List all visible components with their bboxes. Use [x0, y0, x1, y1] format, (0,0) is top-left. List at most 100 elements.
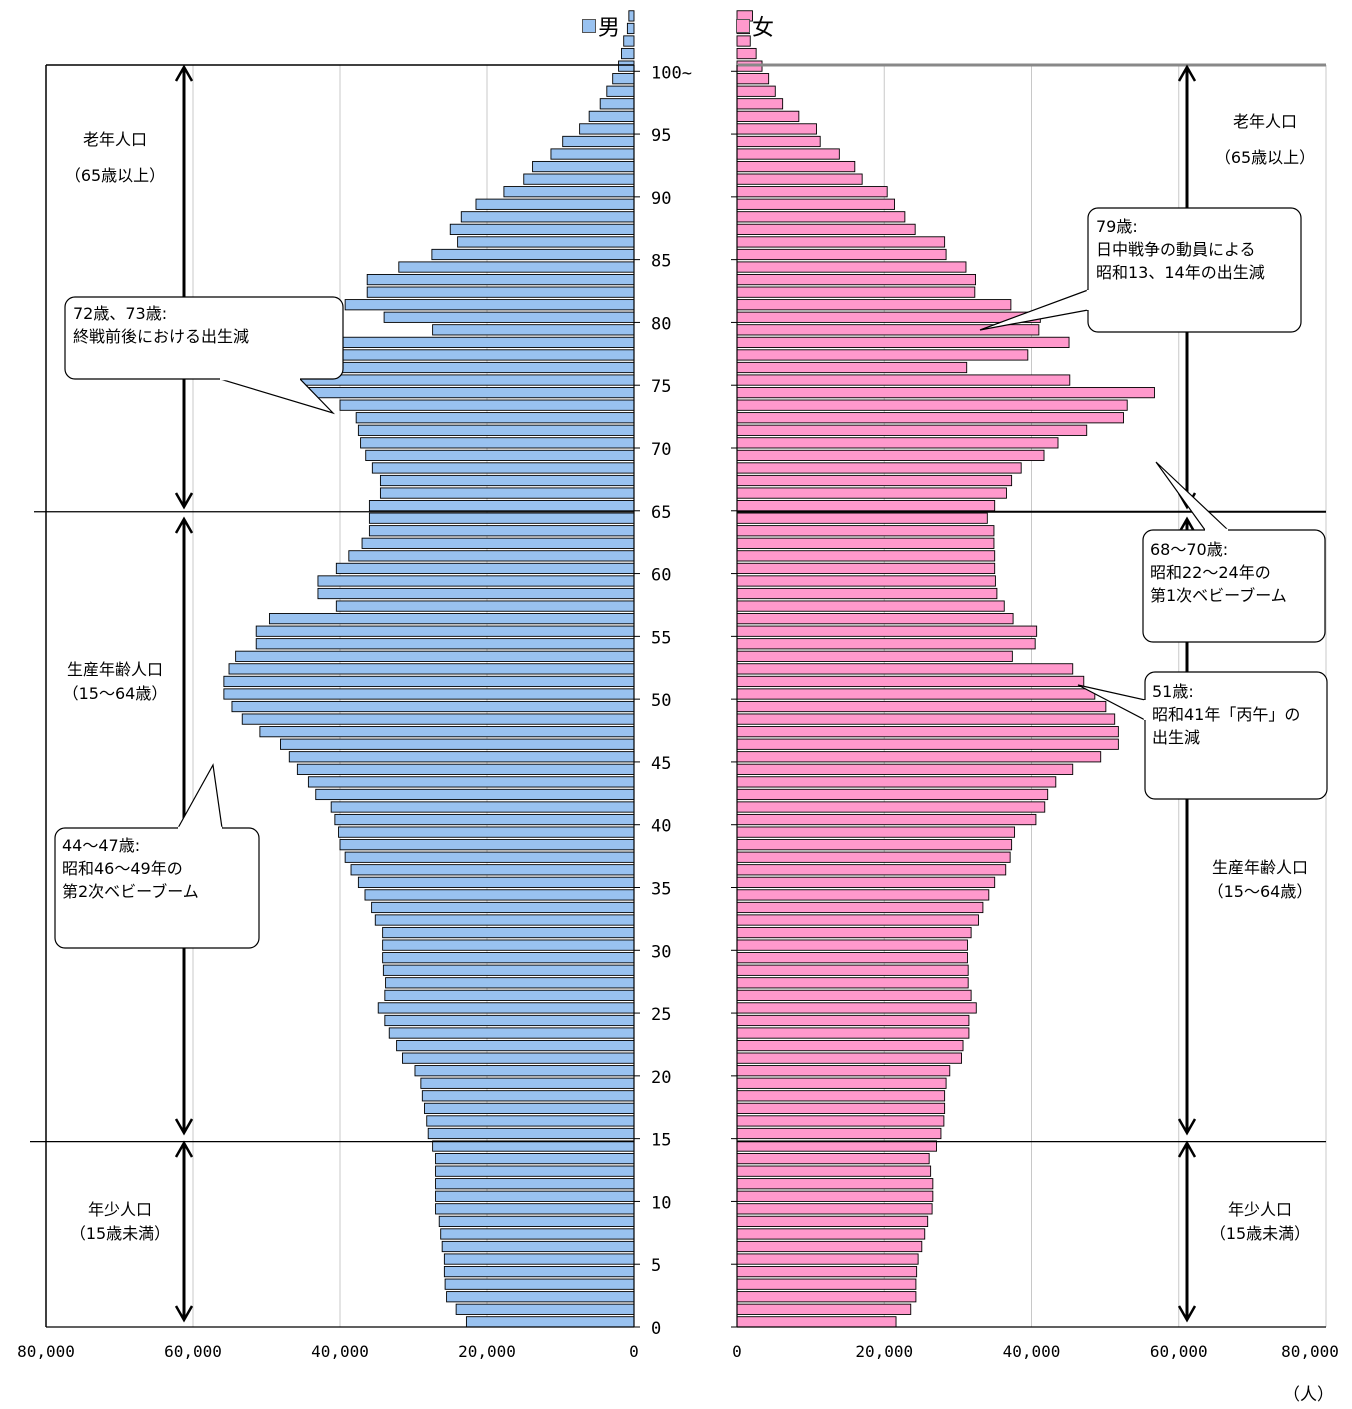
age-tick-label-75: 75	[651, 377, 671, 397]
female-bar-age-6	[736, 1240, 923, 1253]
age-tick-label-0: 0	[651, 1319, 661, 1339]
male-bar-age-0	[465, 1316, 635, 1328]
callout-79-tail	[979, 289, 1089, 331]
male-bar-age-78	[332, 336, 635, 348]
left-working-label: 生産年齢人口 （15～64歳）	[55, 658, 175, 706]
male-bar-age-42	[315, 788, 635, 801]
male-x-tick-2: 40,000	[311, 1342, 369, 1361]
female-bar-age-37	[736, 851, 1011, 863]
female-bar-age-75	[736, 374, 1071, 386]
male-bar-age-81	[344, 299, 635, 311]
female-bar-age-35	[736, 876, 996, 888]
male-bar-age-23	[388, 1027, 635, 1039]
annotation-68-70-line1: 昭和22～24年の	[1150, 563, 1271, 582]
male-bar-age-19	[420, 1077, 635, 1089]
male-bar-age-17	[424, 1102, 635, 1114]
male-bar-age-28	[382, 964, 635, 976]
male-bar-age-49	[231, 700, 635, 713]
male-bar-age-55	[255, 625, 635, 637]
annotation-68-70-line2: 第1次ベビーブーム	[1150, 586, 1287, 605]
female-bar-age-62	[736, 537, 995, 549]
male-bar-age-21	[402, 1052, 635, 1064]
callout-79-box	[1087, 207, 1302, 333]
male-bar-age-12	[435, 1165, 635, 1177]
female-bar-age-72	[736, 412, 1124, 424]
female-bar-age-40	[736, 813, 1037, 826]
male-bar-age-11	[435, 1178, 635, 1190]
female-bar-age-82	[736, 286, 976, 298]
female-bar-age-49	[736, 700, 1107, 713]
age-tick-label-85: 85	[651, 252, 671, 272]
male-bar-age-47	[259, 726, 635, 738]
callout-44-47-box	[54, 827, 260, 949]
female-bar-age-31	[736, 926, 972, 939]
left-elderly-label: 老年人口 （65歳以上）	[60, 128, 170, 188]
male-bar-age-34	[364, 889, 635, 901]
male-bar-age-15	[427, 1127, 635, 1140]
female-bar-age-11	[736, 1178, 934, 1190]
male-bar-age-9	[435, 1203, 635, 1215]
female-bar-age-89	[736, 198, 896, 210]
annotation-72-73-head: 72歳、73歳:	[73, 304, 168, 323]
female-bar-age-85	[736, 248, 947, 261]
female-bar-age-5	[736, 1253, 919, 1265]
female-bar-age-65	[736, 500, 996, 512]
right-elderly-arrow-head-top	[1177, 64, 1197, 82]
male-bar-age-43	[307, 776, 635, 788]
male-bar-age-69	[365, 449, 635, 462]
left-elderly-arrow-head-bottom	[174, 492, 194, 510]
female-bar-age-13	[736, 1153, 930, 1165]
left-working-range: （15～64歳）	[62, 684, 168, 703]
female-bar-age-15	[736, 1127, 942, 1140]
male-bar-age-68	[371, 462, 635, 474]
age-tick-label-25: 25	[651, 1005, 671, 1025]
right-elderly-range: （65歳以上）	[1214, 148, 1316, 167]
female-bar-age-50	[736, 688, 1096, 700]
female-bar-age-69	[736, 449, 1045, 462]
female-bar-age-26	[736, 989, 972, 1001]
male-bar-age-30	[382, 939, 635, 951]
annotation-44-47: 44～47歳: 昭和46～49年の 第2次ベビーブーム	[62, 834, 199, 903]
annotation-68-70: 68～70歳: 昭和22～24年の 第1次ベビーブーム	[1150, 538, 1287, 607]
male-bar-age-86	[457, 236, 635, 248]
female-x-tick-3: 60,000	[1150, 1342, 1208, 1361]
left-young-label: 年少人口 （15歳未満）	[60, 1198, 180, 1246]
male-bar-age-1	[455, 1303, 635, 1315]
male-bar-age-53	[235, 650, 635, 662]
right-young-arrow-head-bottom	[1177, 1305, 1197, 1323]
legend-female-label: 女	[752, 16, 775, 41]
callout-44-47-tail	[177, 763, 223, 829]
male-bar-age-92	[532, 160, 635, 173]
female-bar-age-78	[736, 336, 1070, 348]
right-working-arrow-head-bottom	[1177, 1118, 1197, 1136]
female-bar-age-80	[736, 311, 1041, 323]
male-bar-age-undefined	[628, 10, 635, 22]
male-bar-age-46	[280, 738, 635, 750]
age-tick-label-45: 45	[651, 754, 671, 774]
female-bar-age-54	[736, 638, 1036, 650]
annotation-callouts	[54, 207, 1328, 949]
male-bar-age-54	[255, 638, 635, 650]
female-bar-age-9	[736, 1203, 933, 1215]
male-x-tick-0: 80,000	[17, 1342, 75, 1361]
annotation-51-line1: 昭和41年「丙午」の	[1152, 705, 1301, 724]
female-bar-age-2	[736, 1291, 917, 1303]
female-bar-age-14	[736, 1140, 937, 1152]
left-working-arrow-head-top	[174, 516, 194, 534]
female-x-tick-2: 40,000	[1003, 1342, 1061, 1361]
female-bar-age-29	[736, 952, 968, 964]
male-bar-age-71	[357, 424, 635, 436]
male-bar-age-85	[431, 248, 635, 261]
male-bar-age-13	[435, 1153, 635, 1165]
male-bar-age-25	[377, 1002, 635, 1014]
female-bar-age-90	[736, 186, 888, 198]
male-bar-age-58	[317, 587, 635, 600]
male-bar-age-74	[305, 387, 635, 399]
male-bar-age-99	[612, 73, 635, 85]
female-bar-age-10	[736, 1190, 934, 1202]
legend-female: 女	[736, 10, 774, 42]
female-bar-age-45	[736, 751, 1102, 763]
female-bar-age-97	[736, 98, 784, 110]
legend-male: 男	[582, 10, 620, 42]
right-elderly-title: 老年人口	[1232, 112, 1297, 131]
